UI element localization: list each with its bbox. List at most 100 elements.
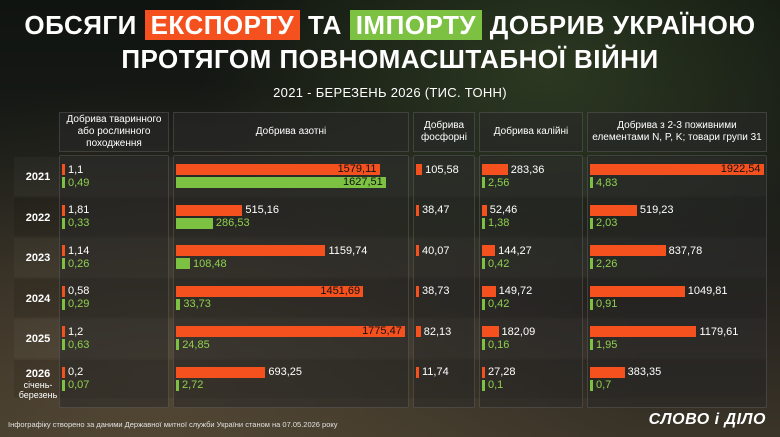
export-bar — [590, 326, 697, 337]
export-bar — [176, 204, 243, 216]
export-bar — [590, 366, 625, 378]
export-value-label: 1579,11 — [337, 163, 377, 175]
import-bar — [176, 379, 179, 391]
export-bar — [416, 326, 421, 337]
import-value-label: 0,91 — [596, 298, 618, 310]
export-value-label: 11,74 — [422, 366, 449, 378]
export-value-label: 283,36 — [510, 163, 545, 176]
column-header-0: Добрива тваринного або рослинного походж… — [59, 112, 169, 152]
export-value-label: 693,25 — [268, 366, 302, 378]
export-value-label: 383,35 — [627, 366, 662, 378]
import-value-label: 0,63 — [68, 338, 90, 351]
import-value-label: 0,26 — [68, 257, 90, 270]
import-bar — [482, 258, 485, 269]
title-line-2: ПРОТЯГОМ ПОВНОМАСШТАБНОЇ ВІЙНИ — [121, 44, 659, 74]
import-value-label: 2,72 — [182, 379, 204, 391]
year-text: 2023 — [25, 252, 51, 264]
export-bar — [590, 204, 637, 216]
column-header-4: Добрива з 2-3 поживними елементами N, P,… — [587, 112, 767, 152]
import-value-label: 33,73 — [183, 298, 211, 310]
column-header-3: Добрива калійні — [479, 112, 583, 152]
export-value-label: 82,13 — [423, 325, 452, 338]
export-value-label: 182,09 — [501, 325, 536, 338]
export-bar — [176, 285, 364, 297]
year-text: 2026 — [25, 367, 51, 380]
export-bar — [176, 326, 405, 337]
import-value-label: 0,33 — [68, 217, 90, 229]
import-bar — [176, 298, 181, 310]
export-bar — [62, 164, 65, 175]
import-value-label: 0,29 — [68, 298, 90, 310]
year-label: 2021 — [18, 171, 58, 183]
import-bar — [482, 177, 485, 188]
column-panel-2 — [413, 155, 475, 408]
import-bar — [62, 379, 65, 391]
import-value-label: 1,95 — [596, 338, 618, 351]
title-post: ДОБРИВ УКРАЇНОЮ — [489, 10, 756, 40]
import-bar — [62, 217, 65, 229]
export-bar — [482, 285, 496, 297]
import-bar — [176, 258, 190, 269]
export-value-label: 1451,69 — [320, 284, 361, 297]
year-label: 2022 — [18, 212, 58, 224]
title-pre: ОБСЯГИ — [24, 10, 137, 40]
import-bar — [482, 298, 485, 310]
year-label: 2024 — [18, 293, 58, 305]
column-header-1: Добрива азотні — [173, 112, 409, 152]
export-value-label: 1922,54 — [720, 163, 761, 175]
export-bar — [416, 204, 419, 216]
import-bar — [590, 258, 593, 269]
export-bar — [590, 245, 666, 256]
title-import-highlight: ІМПОРТУ — [349, 10, 483, 40]
export-value-label: 1049,81 — [687, 285, 728, 297]
export-bar — [176, 164, 380, 175]
import-value-label: 108,48 — [192, 257, 227, 270]
year-subtext: січень-березень — [18, 379, 58, 400]
export-value-label: 27,28 — [488, 366, 516, 378]
year-text: 2025 — [25, 333, 51, 345]
export-bar — [482, 164, 508, 175]
export-value-label: 837,78 — [668, 244, 703, 257]
import-bar — [176, 217, 213, 229]
export-bar — [62, 245, 65, 256]
year-text: 2024 — [25, 292, 51, 305]
import-value-label: 0,16 — [488, 338, 510, 351]
column-panel-4 — [587, 155, 767, 408]
export-value-label: 0,58 — [68, 285, 90, 297]
page-title: ОБСЯГИ ЕКСПОРТУ ТА ІМПОРТУ ДОБРИВ УКРАЇН… — [0, 8, 780, 76]
import-value-label: 2,56 — [488, 176, 510, 189]
import-value-label: 0,07 — [68, 379, 90, 391]
import-bar — [62, 177, 65, 188]
import-value-label: 24,85 — [182, 338, 210, 351]
year-text: 2021 — [25, 171, 51, 183]
import-value-label: 286,53 — [215, 217, 250, 229]
column-panel-0 — [59, 155, 169, 408]
import-value-label: 0,42 — [488, 298, 510, 310]
import-bar — [590, 339, 593, 350]
export-bar — [176, 366, 266, 378]
export-value-label: 0,2 — [68, 366, 84, 378]
export-value-label: 38,47 — [422, 204, 450, 216]
export-value-label: 1179,61 — [699, 325, 739, 338]
column-panel-1 — [173, 155, 409, 408]
source-footnote: Інфографіку створено за даними Державної… — [8, 420, 338, 429]
import-bar — [590, 177, 593, 188]
import-value-label: 4,83 — [596, 176, 618, 189]
import-bar — [62, 298, 65, 310]
export-value-label: 40,07 — [422, 244, 450, 257]
export-bar — [416, 285, 419, 297]
export-value-label: 1,2 — [68, 325, 84, 338]
year-label: 2025 — [18, 333, 58, 345]
export-bar — [62, 204, 65, 216]
title-mid: ТА — [307, 10, 342, 40]
export-bar — [416, 366, 419, 378]
export-bar — [62, 366, 65, 378]
year-label: 2023 — [18, 252, 58, 264]
export-bar — [176, 245, 326, 256]
import-value-label: 0,42 — [488, 257, 510, 270]
title-export-highlight: ЕКСПОРТУ — [144, 10, 301, 40]
export-value-label: 1,14 — [68, 244, 90, 257]
export-value-label: 149,72 — [498, 285, 533, 297]
export-value-label: 144,27 — [498, 244, 532, 257]
import-value-label: 0,1 — [488, 379, 504, 391]
